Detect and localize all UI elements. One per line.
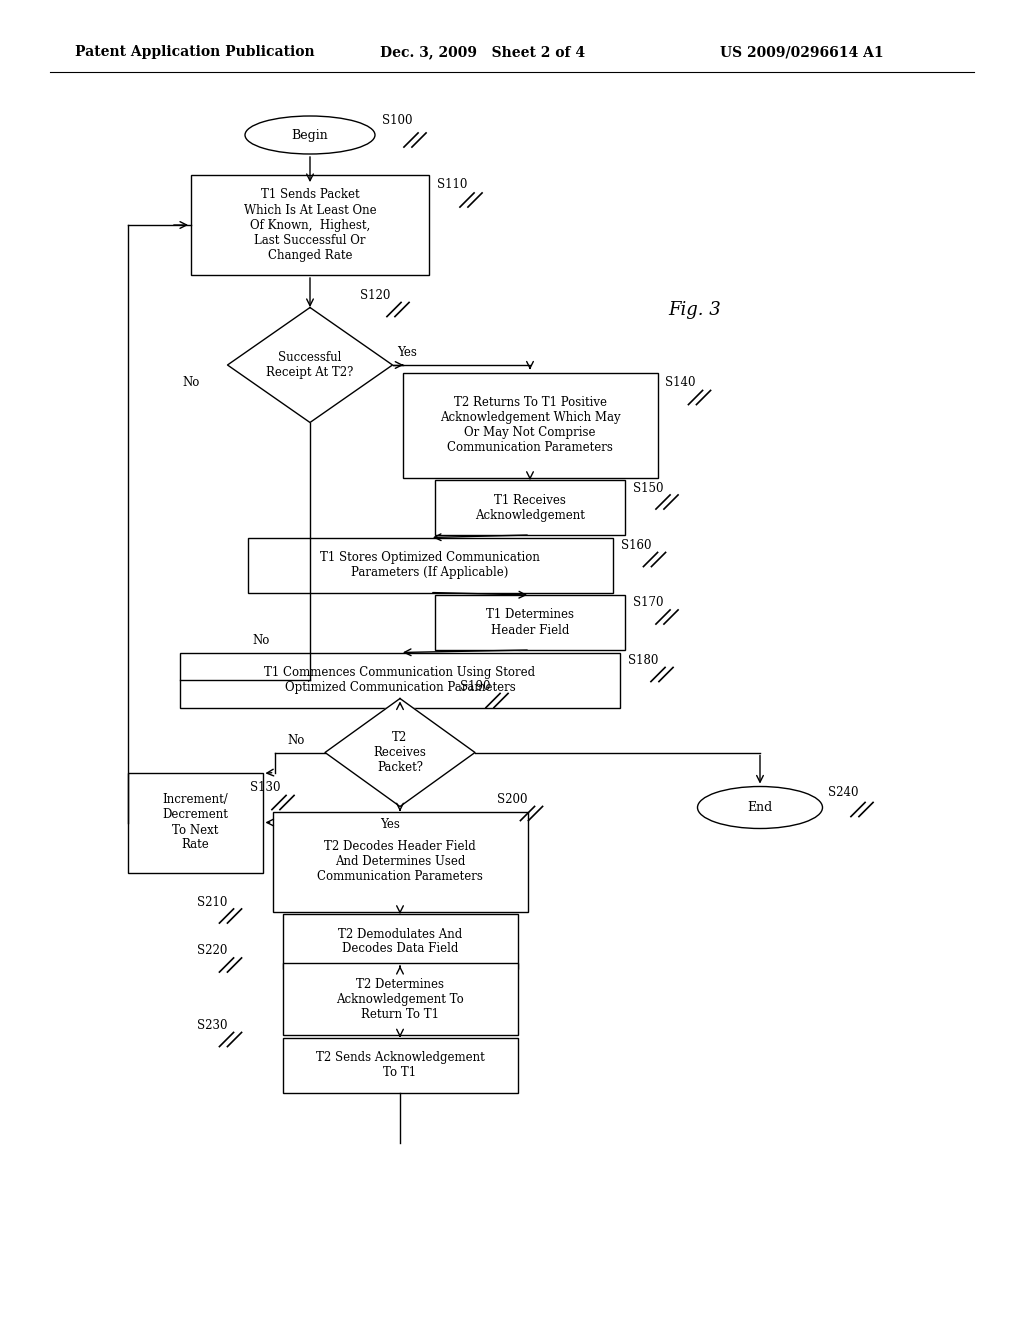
- Text: S160: S160: [621, 539, 651, 552]
- Text: T1 Determines
Header Field: T1 Determines Header Field: [486, 609, 574, 636]
- Text: S230: S230: [198, 1019, 228, 1032]
- Text: S200: S200: [498, 793, 528, 807]
- Text: S140: S140: [666, 376, 696, 389]
- Text: Successful
Receipt At T2?: Successful Receipt At T2?: [266, 351, 353, 379]
- Text: Begin: Begin: [292, 128, 329, 141]
- Text: S240: S240: [828, 785, 858, 799]
- FancyBboxPatch shape: [128, 772, 262, 873]
- Polygon shape: [227, 308, 392, 422]
- Text: T2 Determines
Acknowledgement To
Return To T1: T2 Determines Acknowledgement To Return …: [336, 978, 464, 1020]
- Text: T2 Decodes Header Field
And Determines Used
Communication Parameters: T2 Decodes Header Field And Determines U…: [317, 840, 483, 883]
- Text: Patent Application Publication: Patent Application Publication: [75, 45, 314, 59]
- FancyBboxPatch shape: [272, 812, 527, 912]
- Polygon shape: [325, 698, 475, 807]
- Text: Yes: Yes: [397, 346, 418, 359]
- Text: Dec. 3, 2009   Sheet 2 of 4: Dec. 3, 2009 Sheet 2 of 4: [380, 45, 585, 59]
- Ellipse shape: [697, 787, 822, 829]
- FancyBboxPatch shape: [435, 480, 625, 535]
- Text: S120: S120: [360, 289, 390, 302]
- Text: T1 Sends Packet
Which Is At Least One
Of Known,  Highest,
Last Successful Or
Cha: T1 Sends Packet Which Is At Least One Of…: [244, 189, 376, 261]
- Text: No: No: [182, 376, 200, 389]
- FancyBboxPatch shape: [283, 964, 517, 1035]
- Text: T2
Receives
Packet?: T2 Receives Packet?: [374, 731, 426, 774]
- Text: S100: S100: [382, 114, 413, 127]
- Text: T1 Stores Optimized Communication
Parameters (If Applicable): T1 Stores Optimized Communication Parame…: [321, 550, 540, 579]
- Text: T1 Receives
Acknowledgement: T1 Receives Acknowledgement: [475, 494, 585, 521]
- Text: Yes: Yes: [380, 818, 400, 832]
- Ellipse shape: [245, 116, 375, 154]
- Text: Fig. 3: Fig. 3: [668, 301, 721, 319]
- Text: S170: S170: [633, 597, 664, 610]
- Text: S210: S210: [198, 895, 228, 908]
- Text: T2 Returns To T1 Positive
Acknowledgement Which May
Or May Not Comprise
Communic: T2 Returns To T1 Positive Acknowledgemen…: [439, 396, 621, 454]
- Text: End: End: [748, 801, 773, 814]
- Text: S220: S220: [198, 945, 228, 957]
- Text: US 2009/0296614 A1: US 2009/0296614 A1: [720, 45, 884, 59]
- FancyBboxPatch shape: [180, 652, 620, 708]
- FancyBboxPatch shape: [283, 913, 517, 969]
- FancyBboxPatch shape: [402, 372, 657, 478]
- Text: S190: S190: [460, 680, 490, 693]
- Text: S130: S130: [250, 781, 281, 795]
- FancyBboxPatch shape: [191, 176, 429, 275]
- Text: T1 Commences Communication Using Stored
Optimized Communication Parameters: T1 Commences Communication Using Stored …: [264, 667, 536, 694]
- Text: Increment/
Decrement
To Next
Rate: Increment/ Decrement To Next Rate: [162, 793, 228, 851]
- Text: T2 Sends Acknowledgement
To T1: T2 Sends Acknowledgement To T1: [315, 1051, 484, 1078]
- Text: T2 Demodulates And
Decodes Data Field: T2 Demodulates And Decodes Data Field: [338, 928, 462, 956]
- FancyBboxPatch shape: [435, 595, 625, 649]
- Text: No: No: [252, 634, 269, 647]
- Text: S180: S180: [628, 653, 658, 667]
- Text: S150: S150: [633, 482, 664, 495]
- FancyBboxPatch shape: [248, 537, 612, 593]
- FancyBboxPatch shape: [283, 1038, 517, 1093]
- Text: S110: S110: [437, 178, 467, 191]
- Text: No: No: [287, 734, 304, 747]
